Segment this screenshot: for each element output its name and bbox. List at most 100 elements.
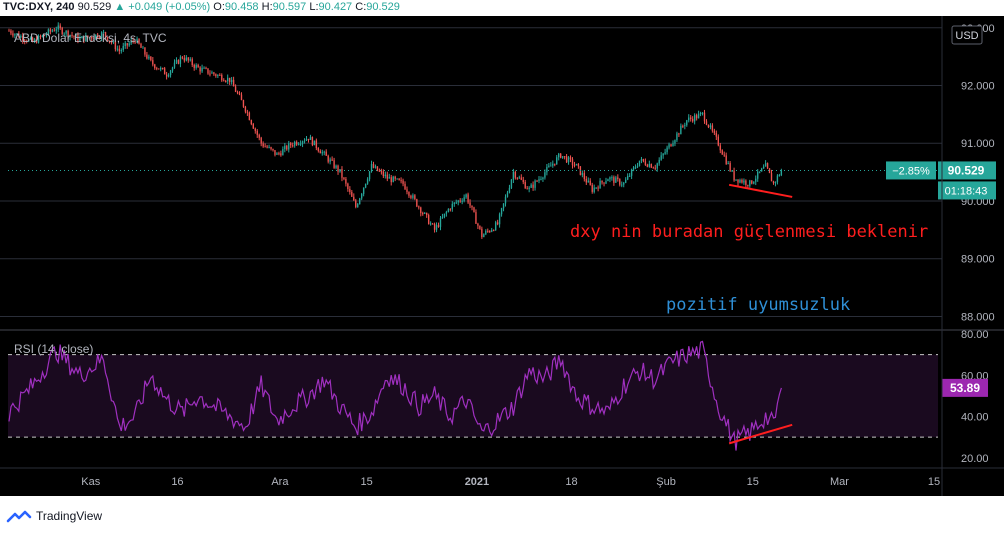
candle-body	[554, 163, 556, 165]
candle-body	[587, 180, 589, 183]
candle-body	[24, 40, 26, 42]
symbol-label[interactable]: TVC:DXY, 240	[3, 1, 75, 13]
candle-body	[416, 199, 418, 207]
candle-body	[130, 40, 132, 44]
candle-body	[449, 209, 452, 211]
candle-body	[504, 196, 507, 204]
price-axis-tick-label: 89.000	[961, 254, 995, 266]
candle-body	[250, 120, 253, 125]
candle-body	[690, 117, 692, 119]
candle-body	[12, 33, 14, 36]
candle-body	[278, 153, 280, 155]
candle-body	[183, 58, 186, 61]
price-pane[interactable]	[0, 22, 942, 317]
candle-body	[242, 100, 245, 107]
candle-body	[705, 121, 708, 125]
rsi-pane[interactable]	[8, 340, 938, 451]
candle-body	[85, 35, 87, 42]
candle-body	[516, 177, 519, 179]
candle-body	[142, 47, 144, 49]
candle-body	[319, 150, 321, 154]
candle-body	[45, 34, 48, 36]
close-label: C:	[355, 1, 367, 13]
candle-body	[126, 43, 128, 46]
candle-body	[244, 106, 247, 112]
candle-body	[380, 171, 383, 173]
currency-badge[interactable]	[951, 25, 983, 45]
candle-body	[189, 59, 191, 61]
candle-body	[276, 153, 278, 155]
candle-body	[293, 141, 296, 146]
candle-body	[160, 67, 162, 70]
rsi-trendline[interactable]	[728, 423, 793, 445]
candle-body	[120, 50, 122, 52]
candle-body	[209, 73, 211, 75]
candle-body	[534, 180, 536, 188]
candle-body	[392, 176, 394, 183]
candle-body	[420, 207, 422, 214]
candle-body	[382, 171, 385, 177]
candle-body	[605, 181, 607, 184]
candle-body	[148, 56, 150, 59]
candle-body	[538, 179, 540, 182]
candle-body	[729, 163, 731, 171]
candle-body	[563, 156, 566, 158]
candle-body	[717, 136, 719, 146]
rsi-axis-tick-label: 40.00	[961, 412, 989, 424]
candle-body	[619, 179, 621, 185]
candle-body	[703, 112, 706, 122]
candle-body	[299, 143, 302, 145]
candle-body	[558, 153, 560, 158]
candle-body	[410, 195, 412, 198]
price-axis-tick-label: 92.000	[961, 81, 995, 93]
candle-body	[150, 56, 152, 61]
candle-body	[644, 161, 647, 165]
candle-body	[341, 168, 343, 178]
candle-body	[59, 25, 61, 28]
candle-body	[674, 140, 676, 144]
candle-body	[323, 151, 325, 153]
candle-body	[642, 159, 645, 162]
candle-body	[455, 202, 457, 204]
candle-body	[98, 37, 101, 39]
candle-body	[366, 179, 369, 184]
annotation-expectation[interactable]: dxy nin buradan güçlenmesi beklenir	[570, 222, 928, 242]
candle-body	[479, 225, 481, 229]
candle-body	[512, 172, 515, 180]
candle-body	[680, 125, 682, 135]
candle-body	[116, 48, 119, 50]
candle-body	[559, 153, 562, 158]
label-layer: ABD Dolar Endeksi, 4s, TVC RSI (14, clos…	[14, 31, 928, 356]
candle-body	[418, 206, 420, 208]
candle-body	[646, 164, 649, 167]
candle-body	[426, 212, 428, 216]
candle-body	[749, 180, 751, 186]
candle-body	[364, 183, 367, 188]
candle-body	[686, 120, 688, 126]
candle-body	[475, 212, 477, 224]
candle-body	[735, 179, 737, 181]
change-badge-label: −2.85%	[892, 165, 930, 177]
candle-body	[697, 113, 700, 119]
annotation-divergence[interactable]: pozitif uyumsuzluk	[666, 295, 850, 315]
candle-body	[670, 144, 672, 147]
candle-body	[636, 165, 639, 168]
candle-body	[248, 112, 251, 121]
candle-body	[26, 40, 28, 42]
candle-body	[585, 178, 587, 183]
candle-body	[51, 30, 54, 32]
candle-body	[27, 39, 30, 42]
brand-label[interactable]: TradingView	[36, 509, 103, 523]
candle-body	[140, 43, 142, 48]
candle-body	[607, 179, 609, 182]
chart-area[interactable]: 93.00092.00091.00090.00089.00088.000USD−…	[0, 16, 1004, 496]
candle-body	[581, 173, 584, 175]
price-trendline[interactable]	[728, 183, 793, 198]
high-label: H:	[261, 1, 273, 13]
candle-body	[91, 36, 93, 39]
candle-body	[264, 146, 266, 148]
candle-body	[20, 36, 22, 38]
candle-body	[175, 60, 178, 63]
time-axis-tick-label: 18	[565, 476, 577, 488]
candle-body	[284, 145, 286, 150]
